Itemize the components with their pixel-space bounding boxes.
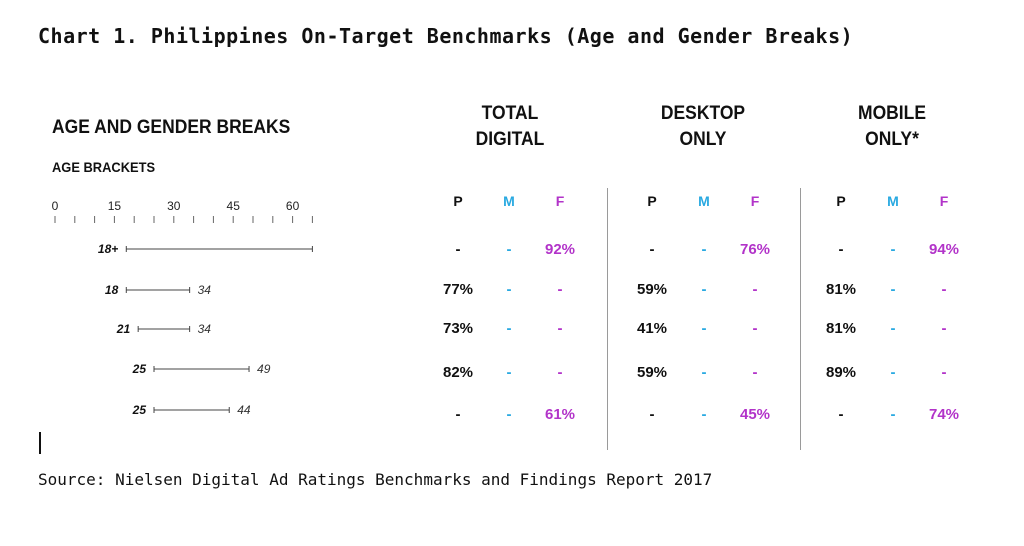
age-brackets-label: AGE BRACKETS <box>52 159 156 175</box>
table-cell: 41% <box>636 320 668 337</box>
age-range-end-label: 34 <box>198 322 212 336</box>
table-cell: 81% <box>825 320 857 337</box>
table-cell: - <box>752 320 758 337</box>
column-header-desktop-only: DESKTOP ONLY <box>629 101 776 153</box>
table-cell: - <box>557 320 563 337</box>
table-cell: 59% <box>636 364 668 381</box>
table-cell: - <box>506 364 512 381</box>
table-cell: - <box>557 364 563 381</box>
table-cell: - <box>890 364 896 381</box>
axis-tick-label: 45 <box>227 199 241 213</box>
table-cell: - <box>890 406 896 423</box>
age-range-end-label: 49 <box>257 362 271 376</box>
text-cursor <box>39 432 41 454</box>
sub-header-p: P <box>453 193 463 209</box>
age-row-label: 25 <box>132 403 147 417</box>
table-cell: 89% <box>825 364 857 381</box>
axis-tick-label: 60 <box>286 199 300 213</box>
table-cell: - <box>455 406 461 423</box>
age-row-label: 18+ <box>98 242 118 256</box>
sub-header-m: M <box>887 193 899 209</box>
table-cell: 82% <box>442 364 474 381</box>
age-range-end-label: 34 <box>198 283 212 297</box>
age-bracket-chart: 0 15 30 45 60 18+ 18 34 21 34 25 49 25 44 <box>52 199 313 417</box>
table-cell: - <box>506 241 512 258</box>
age-range-end-label: 44 <box>237 403 251 417</box>
table-cell: - <box>701 364 707 381</box>
table-cell: 73% <box>442 320 474 337</box>
table-cell: - <box>941 320 947 337</box>
column-header-total-digital: TOTAL DIGITAL <box>436 101 583 153</box>
table-cell: - <box>701 241 707 258</box>
column-header-line1: DESKTOP <box>660 103 746 124</box>
table-cell: - <box>649 406 655 423</box>
axis-tick-label: 0 <box>52 199 59 213</box>
table-cell: - <box>701 320 707 337</box>
table-cell: - <box>506 320 512 337</box>
table-cell: 74% <box>928 406 960 423</box>
column-divider <box>800 188 801 450</box>
column-header-line1: MOBILE <box>858 103 926 124</box>
age-row-label: 21 <box>116 322 131 336</box>
sub-header-m: M <box>503 193 515 209</box>
panel-heading: AGE AND GENDER BREAKS <box>52 117 291 138</box>
table-cell: - <box>890 281 896 298</box>
column-divider <box>607 188 608 450</box>
column-header-line1: TOTAL <box>481 103 539 124</box>
sub-header-f: F <box>555 193 565 209</box>
table-cell: - <box>455 241 461 258</box>
table-cell: - <box>752 281 758 298</box>
sub-header-f: F <box>939 193 949 209</box>
table-cell: - <box>838 406 844 423</box>
table-cell: 76% <box>739 241 771 258</box>
column-header-line2: ONLY* <box>865 129 919 150</box>
table-cell: - <box>557 281 563 298</box>
table-cell: - <box>890 320 896 337</box>
sub-header-p: P <box>647 193 657 209</box>
table-cell: 81% <box>825 281 857 298</box>
table-cell: - <box>838 241 844 258</box>
sub-header-f: F <box>750 193 760 209</box>
sub-header-m: M <box>698 193 710 209</box>
source-note: Source: Nielsen Digital Ad Ratings Bench… <box>38 470 713 489</box>
table-cell: - <box>649 241 655 258</box>
age-row-label: 25 <box>132 362 147 376</box>
column-header-line2: ONLY <box>679 129 727 150</box>
table-cell: 94% <box>928 241 960 258</box>
table-cell: - <box>506 406 512 423</box>
column-header-line2: DIGITAL <box>475 129 545 150</box>
table-cell: - <box>890 241 896 258</box>
age-row-label: 18 <box>105 283 119 297</box>
column-header-mobile-only: MOBILE ONLY* <box>818 101 965 153</box>
axis-tick-label: 15 <box>108 199 122 213</box>
chart-title: Chart 1. Philippines On-Target Benchmark… <box>38 24 854 48</box>
axis-tick-label: 30 <box>167 199 181 213</box>
table-cell: - <box>701 281 707 298</box>
sub-header-p: P <box>836 193 846 209</box>
table-cell: - <box>752 364 758 381</box>
table-cell: - <box>941 364 947 381</box>
table-cell: 77% <box>442 281 474 298</box>
table-cell: - <box>506 281 512 298</box>
table-cell: 61% <box>544 406 576 423</box>
table-cell: 92% <box>544 241 576 258</box>
table-cell: - <box>941 281 947 298</box>
table-cell: - <box>701 406 707 423</box>
table-cell: 59% <box>636 281 668 298</box>
table-cell: 45% <box>739 406 771 423</box>
